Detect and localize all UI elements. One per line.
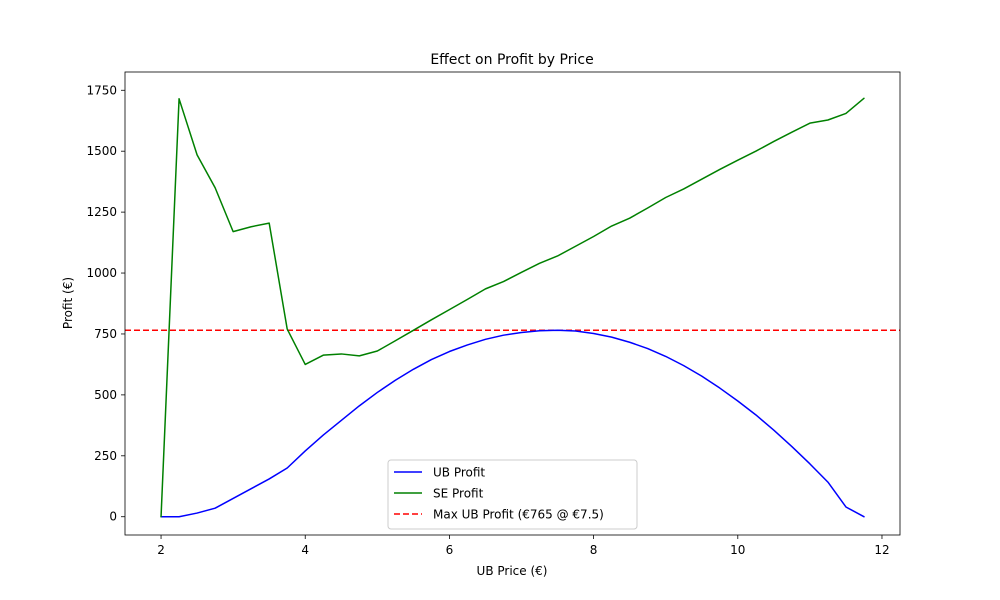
legend-label-se-profit: SE Profit <box>433 487 484 501</box>
x-tick-label: 10 <box>730 543 745 557</box>
y-tick-label: 500 <box>94 388 117 402</box>
se-profit-line <box>160 97 865 518</box>
y-tick-label: 250 <box>94 449 117 463</box>
x-tick-label: 2 <box>157 543 165 557</box>
y-tick-label: 1000 <box>86 266 117 280</box>
axis-ticks: 2 4 6 8 10 12 0 250 500 750 1000 1250 1500 1750 <box>86 83 889 557</box>
y-tick-label: 0 <box>109 510 117 524</box>
y-tick-label: 1750 <box>86 83 117 97</box>
ub-profit-line <box>160 329 865 518</box>
chart-title: Effect on Profit by Price <box>430 52 593 68</box>
series-group <box>125 97 900 518</box>
legend-box <box>387 459 638 530</box>
legend-label-ub-profit: UB Profit <box>433 466 485 480</box>
plot-frame <box>124 71 901 536</box>
y-tick-label: 1500 <box>86 144 117 158</box>
y-tick-label: 1250 <box>86 205 117 219</box>
legend-label-max-ub-profit-765-7-5: Max UB Profit (€765 @ €7.5) <box>433 508 604 522</box>
y-tick-label: 750 <box>94 327 117 341</box>
y-axis-label: Profit (€) <box>61 277 75 329</box>
x-tick-label: 4 <box>301 543 309 557</box>
x-tick-label: 8 <box>590 543 598 557</box>
legend: UB Profit SE Profit Max UB Profit (€765 @ … <box>387 459 638 530</box>
x-tick-label: 12 <box>874 543 889 557</box>
x-axis-label: UB Price (€) <box>477 564 548 578</box>
x-tick-label: 6 <box>446 543 454 557</box>
plot-area <box>124 71 901 536</box>
